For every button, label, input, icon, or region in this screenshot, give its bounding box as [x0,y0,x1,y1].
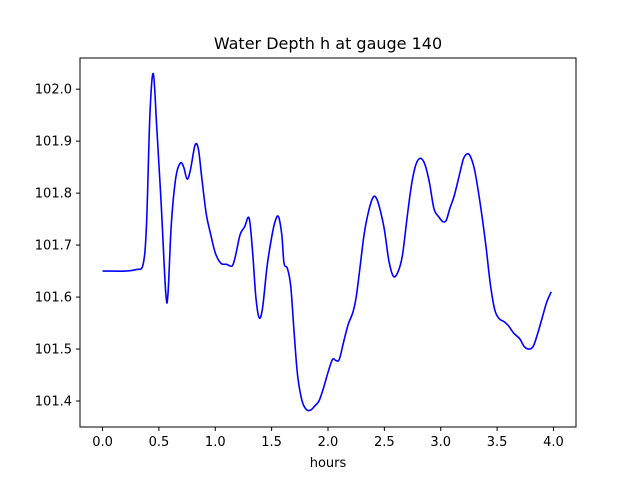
y-tick-label: 102.0 [35,83,72,98]
x-tick-label: 4.0 [543,435,564,450]
series-layer [102,72,552,412]
x-tick-label: 1.0 [205,435,226,450]
plot-frame [79,57,577,428]
y-tick-label: 101.9 [35,135,72,150]
x-axis-ticks: 0.0 0.5 1.0 1.5 2.0 2.5 3.0 3.5 4.0 [92,427,564,450]
x-tick-label: 3.5 [487,435,508,450]
x-tick-label: 2.0 [318,435,339,450]
y-tick-label: 101.6 [35,291,72,306]
y-tick-label: 101.5 [35,343,72,358]
y-tick-label: 101.8 [35,187,72,202]
y-tick-label: 101.4 [35,395,72,410]
y-axis-ticks: 101.4 101.5 101.6 101.7 101.8 101.9 102.0 [35,83,80,410]
x-tick-label: 3.0 [430,435,451,450]
chart-title: Water Depth h at gauge 140 [214,34,442,53]
x-tick-label: 0.5 [149,435,170,450]
x-tick-label: 2.5 [374,435,395,450]
series-line-0 [102,72,552,412]
x-tick-label: 0.0 [92,435,113,450]
y-tick-label: 101.7 [35,239,72,254]
x-axis-label: hours [310,456,347,471]
x-tick-label: 1.5 [261,435,282,450]
